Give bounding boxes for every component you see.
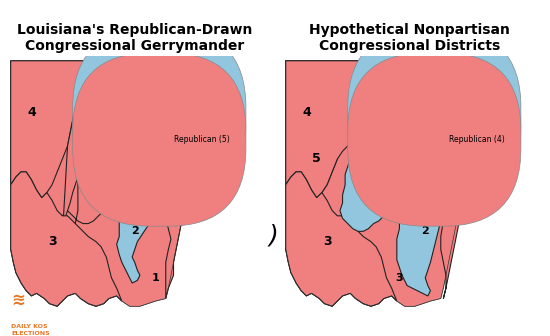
Text: 3: 3 [395, 273, 403, 283]
FancyBboxPatch shape [73, 53, 246, 226]
Text: ELECTIONS: ELECTIONS [11, 331, 49, 336]
Polygon shape [10, 61, 191, 306]
Polygon shape [10, 61, 88, 198]
Polygon shape [161, 138, 191, 299]
Text: Republican (4): Republican (4) [449, 135, 504, 144]
Text: 4: 4 [302, 106, 311, 119]
Polygon shape [285, 61, 466, 306]
Polygon shape [62, 61, 191, 237]
Polygon shape [340, 133, 456, 231]
Text: ): ) [268, 223, 278, 247]
Polygon shape [62, 138, 186, 242]
Text: Democratic (2): Democratic (2) [449, 111, 506, 120]
FancyBboxPatch shape [73, 30, 246, 203]
Text: 2: 2 [421, 226, 429, 236]
Text: 6: 6 [393, 167, 401, 177]
Text: 2: 2 [131, 226, 139, 236]
Text: 5: 5 [312, 153, 321, 165]
Polygon shape [397, 195, 446, 296]
Text: Predicted Outcome: Predicted Outcome [425, 87, 516, 96]
Text: 2016 Outcome: 2016 Outcome [150, 87, 219, 96]
Text: 1: 1 [450, 175, 458, 184]
Polygon shape [441, 120, 466, 299]
Text: Republican (5): Republican (5) [174, 135, 229, 144]
Text: 5: 5 [130, 101, 139, 114]
Title: Hypothetical Nonpartisan
Congressional Districts: Hypothetical Nonpartisan Congressional D… [309, 23, 510, 53]
Text: 1: 1 [152, 273, 160, 283]
FancyBboxPatch shape [348, 30, 521, 203]
Text: 6: 6 [136, 167, 144, 177]
Polygon shape [117, 198, 156, 283]
Text: 3: 3 [323, 235, 331, 248]
Polygon shape [285, 61, 358, 198]
Polygon shape [285, 61, 363, 198]
FancyBboxPatch shape [348, 53, 521, 226]
Text: Democratic (1): Democratic (1) [174, 111, 231, 120]
Text: 3: 3 [48, 235, 56, 248]
Text: 1: 1 [175, 175, 183, 184]
Title: Louisiana's Republican-Drawn
Congressional Gerrymander: Louisiana's Republican-Drawn Congression… [17, 23, 252, 53]
Polygon shape [10, 172, 122, 306]
Text: 4: 4 [27, 106, 36, 119]
Text: ≋: ≋ [11, 291, 25, 309]
Polygon shape [285, 172, 397, 306]
Text: DAILY KOS: DAILY KOS [11, 324, 48, 329]
